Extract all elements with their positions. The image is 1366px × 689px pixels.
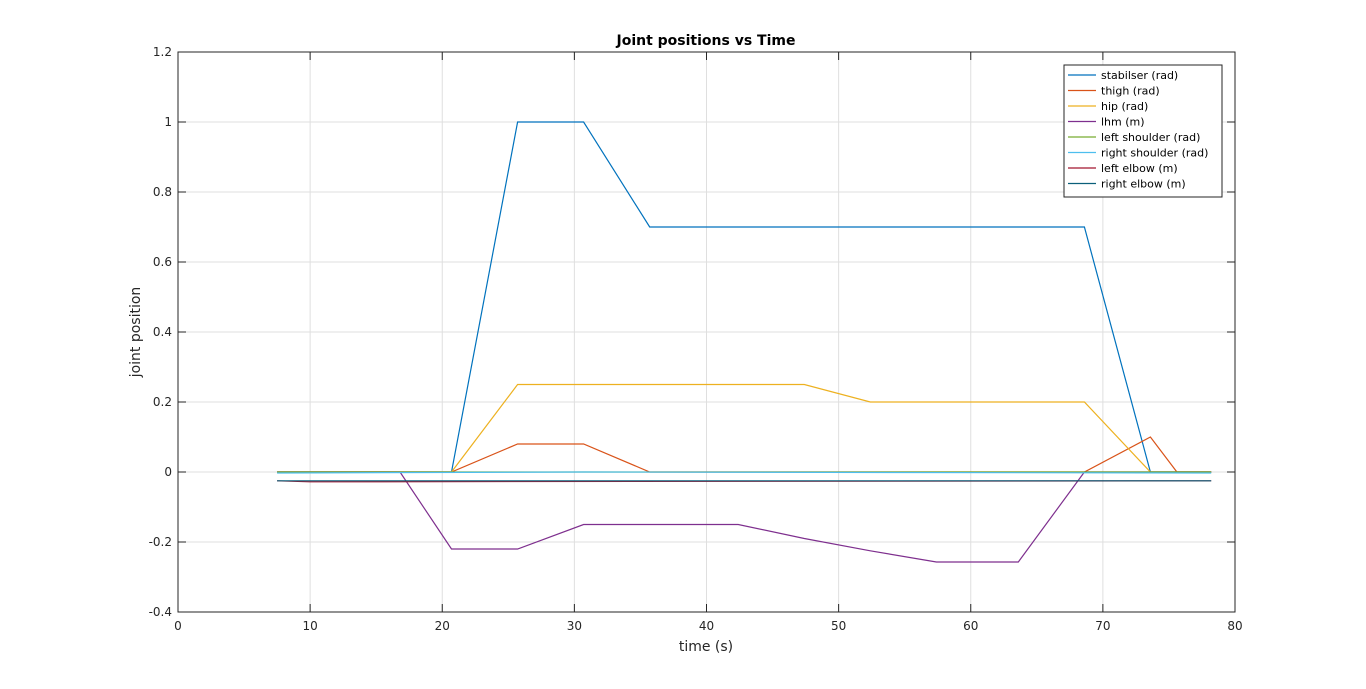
x-axis-label: time (s) [679, 639, 733, 655]
y-tick-label: 0.4 [153, 325, 172, 339]
y-tick-label: 0.6 [153, 255, 172, 269]
x-tick-label: 50 [831, 619, 846, 633]
y-tick-label: 0.8 [153, 185, 172, 199]
x-tick-label: 30 [567, 619, 582, 633]
x-tick-label: 10 [302, 619, 317, 633]
y-tick-label: -0.2 [149, 535, 172, 549]
x-tick-label: 20 [435, 619, 450, 633]
series-lines [277, 121, 1212, 563]
legend-label: right elbow (m) [1101, 178, 1186, 191]
x-tick-label: 0 [174, 619, 182, 633]
legend-label: lhm (m) [1101, 116, 1145, 129]
x-tick-label: 40 [699, 619, 714, 633]
legend-label: stabilser (rad) [1101, 69, 1178, 82]
series-line-1 [277, 121, 1212, 473]
series-line-6 [277, 471, 1212, 474]
ticks: 0 10 20 30 40 50 60 70 80 -0.4 -0.2 0 0.2 0.4 0.6 0.8 1 1… [149, 45, 1243, 633]
legend-label: right shoulder (rad) [1101, 147, 1208, 160]
series-line-4 [277, 471, 1212, 563]
x-tick-label: 60 [963, 619, 978, 633]
legend: stabilser (rad) thigh (rad) hip (rad) lhm (… [1063, 64, 1223, 198]
legend-label: left shoulder (rad) [1101, 131, 1200, 144]
y-tick-label: -0.4 [149, 605, 172, 619]
y-tick-label: 1.2 [153, 45, 172, 59]
y-tick-label: 0 [164, 465, 172, 479]
y-axis-label: joint position [128, 287, 144, 379]
legend-label: left elbow (m) [1101, 162, 1178, 175]
x-tick-label: 70 [1095, 619, 1110, 633]
legend-label: thigh (rad) [1101, 85, 1160, 98]
chart-title: Joint positions vs Time [616, 33, 796, 49]
legend-box [1063, 64, 1223, 198]
series-line-3 [277, 383, 1212, 473]
x-tick-label: 80 [1227, 619, 1242, 633]
legend-label: hip (rad) [1101, 100, 1148, 113]
y-tick-label: 1 [164, 115, 172, 129]
y-tick-label: 0.2 [153, 395, 172, 409]
